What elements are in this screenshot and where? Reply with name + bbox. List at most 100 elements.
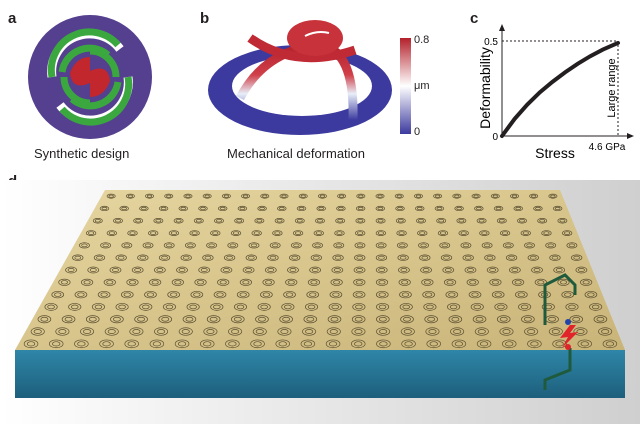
unit-cell [239,206,246,211]
unit-cell [439,231,446,235]
unit-cell [527,339,542,349]
unit-cell [541,230,552,236]
unit-cell [352,303,366,311]
unit-cell [425,292,433,297]
unit-cell [60,280,68,285]
unit-cell [399,243,406,248]
unit-cell [515,290,528,299]
unit-cell [80,327,95,336]
unit-cell [97,290,111,299]
unit-cell [541,303,555,311]
unit-cell [163,242,175,249]
unit-cell [284,304,292,310]
unit-cell [401,339,416,349]
unit-cell [417,230,428,236]
unit-cell [330,278,343,286]
unit-cell [182,315,197,324]
unit-cell [474,205,484,212]
unit-cell [492,194,498,198]
unit-cell [146,194,153,198]
unit-cell [559,219,566,223]
unit-cell [357,206,364,211]
unit-cell [398,266,410,274]
unit-cell [272,243,279,248]
unit-cell [225,339,240,349]
colorbar-min: 0 [414,126,421,138]
y-tick-0: 0 [492,132,498,143]
unit-cell [555,267,563,272]
unit-cell [223,267,230,272]
unit-cell [582,280,590,285]
unit-cell [262,292,271,297]
unit-cell [40,316,49,322]
unit-cell [221,193,231,199]
unit-cell [472,315,487,324]
unit-cell [356,255,363,260]
unit-cell [378,280,386,285]
unit-cell [258,316,266,322]
unit-cell [378,267,386,272]
unit-cell [189,304,197,310]
unit-cell [277,327,292,336]
unit-cell [429,341,438,347]
unit-cell [464,255,472,260]
unit-cell [260,304,268,310]
deformability-curve [500,40,620,138]
unit-cell [228,327,243,336]
unit-cell [486,255,494,260]
unit-cell [355,205,366,212]
unit-cell [375,242,387,249]
unit-cell [502,329,511,334]
unit-cell [378,304,387,310]
unit-cell [397,206,403,211]
unit-cell [54,292,62,297]
unit-cell [508,255,515,260]
unit-cell [520,304,529,310]
unit-cell [436,218,447,224]
unit-cell [551,329,560,334]
unit-cell [569,315,584,324]
unit-cell [520,230,531,236]
unit-cell [351,327,366,336]
unit-cell [146,292,155,297]
unit-cell [206,315,221,324]
unit-cell [226,255,233,260]
unit-cell [326,327,341,336]
unit-cell [115,303,129,311]
unit-cell [37,315,52,324]
unit-cell [404,341,413,347]
unit-cell [210,230,221,236]
unit-cell [379,341,388,347]
unit-cell [151,280,159,285]
unit-cell [198,266,211,274]
unit-cell [576,329,585,334]
unit-cell [416,206,423,211]
unit-cell [120,290,134,299]
unit-cell [329,329,338,334]
unit-cell [149,339,165,349]
unit-cell [278,341,287,347]
unit-cell [242,280,250,285]
unit-cell [100,292,108,297]
unit-cell [289,254,301,261]
unit-cell [476,339,492,349]
unit-cell [331,266,344,274]
unit-cell [94,304,103,310]
unit-cell [175,219,182,223]
unit-cell [236,219,243,223]
unit-cell [547,243,554,248]
unit-cell [227,242,239,249]
unit-cell [375,290,389,299]
unit-cell [312,242,323,249]
unit-cell [498,219,505,223]
unit-cell [121,242,133,249]
unit-cell [491,290,505,299]
unit-cell [285,292,294,297]
panel-a-label: a [8,10,17,27]
unit-cell [193,218,204,224]
unit-cell [269,242,281,249]
unit-cell [162,303,177,311]
unit-cell [158,205,169,212]
unit-cell [572,316,581,322]
unit-cell [478,219,485,223]
